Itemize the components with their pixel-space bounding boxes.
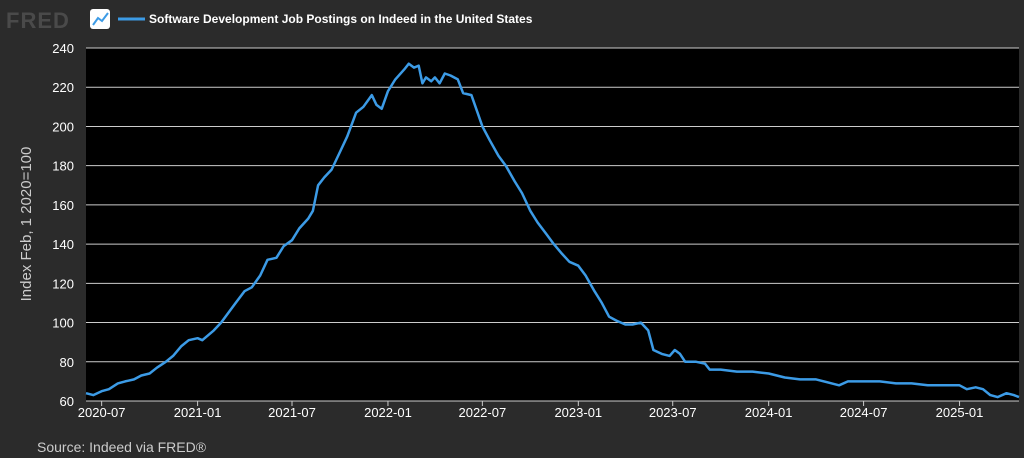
x-tick-label: 2022-07	[458, 405, 506, 420]
x-tick-label: 2020-07	[78, 405, 126, 420]
y-tick-label: 100	[52, 316, 74, 331]
fred-logo: FRED	[6, 8, 70, 33]
y-tick-label: 60	[60, 394, 74, 409]
x-tick-label: 2022-01	[364, 405, 412, 420]
x-tick-label: 2023-07	[649, 405, 697, 420]
y-axis-label: Index Feb, 1 2020=100	[18, 147, 35, 302]
y-tick-label: 80	[60, 355, 74, 370]
x-tick-label: 2024-01	[745, 405, 793, 420]
line-graph-icon	[90, 9, 110, 29]
source-note: Source: Indeed via FRED®	[37, 439, 207, 455]
x-tick-label: 2023-01	[554, 405, 602, 420]
legend-label: Software Development Job Postings on Ind…	[149, 12, 533, 26]
y-tick-label: 240	[52, 41, 74, 56]
series-line	[85, 62, 1020, 399]
y-tick-label: 200	[52, 119, 74, 134]
y-axis-ticks: 60 80 100 120 140 160 180 200 220 240	[52, 41, 74, 409]
y-tick-label: 220	[52, 80, 74, 95]
plot-area	[86, 48, 1019, 401]
x-tick-label: 2021-01	[174, 405, 222, 420]
x-tick-label: 2021-07	[268, 405, 316, 420]
y-tick-label: 180	[52, 159, 74, 174]
y-tick-label: 120	[52, 276, 74, 291]
y-tick-label: 140	[52, 237, 74, 252]
x-axis-ticks: 2020-07 2021-01 2021-07 2022-01 2022-07 2023-…	[78, 401, 984, 420]
legend: Software Development Job Postings on Ind…	[118, 12, 533, 26]
series-layer	[85, 62, 1020, 399]
y-tick-label: 160	[52, 198, 74, 213]
x-tick-label: 2025-01	[936, 405, 984, 420]
x-tick-label: 2024-07	[840, 405, 888, 420]
